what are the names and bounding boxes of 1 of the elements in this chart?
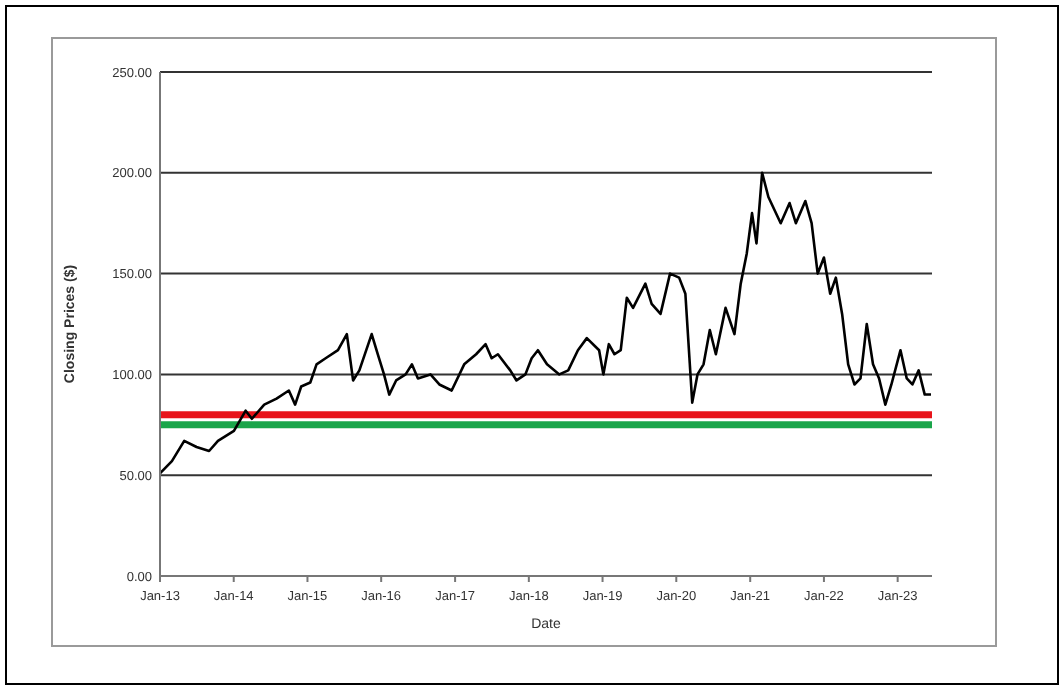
line-series xyxy=(158,171,933,475)
